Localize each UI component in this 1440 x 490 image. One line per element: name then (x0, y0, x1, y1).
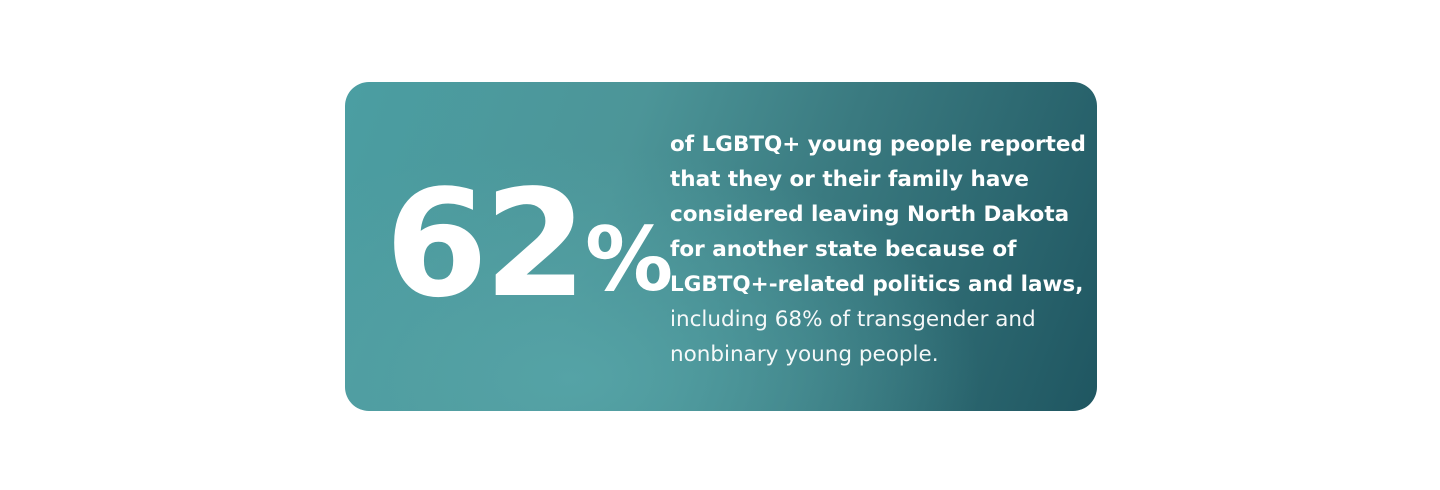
stat-card: 62 % of LGBTQ+ young people reported that… (345, 82, 1097, 411)
detail-line: nonbinary young people. (670, 342, 939, 367)
emphasis-line: considered leaving North Dakota (670, 202, 1070, 227)
description: of LGBTQ+ young people reported that they… (670, 127, 1086, 372)
emphasis-line: LGBTQ+-related politics and laws, (670, 272, 1084, 297)
emphasis-line: for another state because of (670, 237, 1017, 262)
stat: 62 % (385, 158, 673, 330)
emphasis-line: of LGBTQ+ young people reported (670, 132, 1086, 157)
emphasis-line: that they or their family have (670, 167, 1029, 192)
stat-number: 62 (385, 158, 587, 330)
detail-line: including 68% of transgender and (670, 307, 1036, 332)
stat-unit: % (584, 208, 673, 311)
